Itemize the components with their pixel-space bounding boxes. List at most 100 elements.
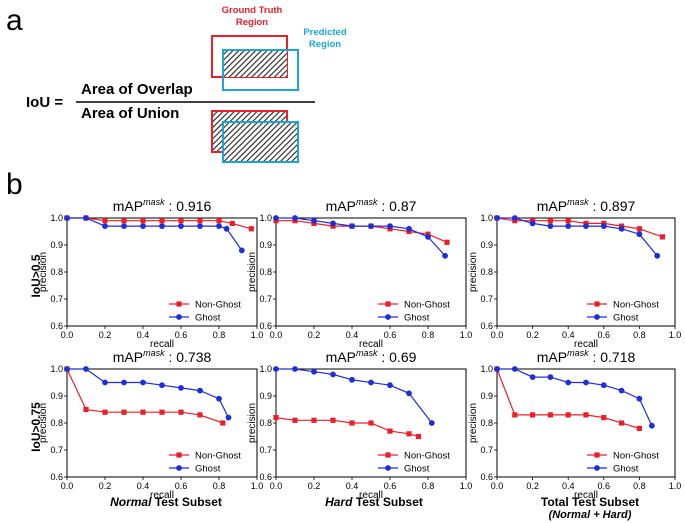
- data-point: [349, 420, 355, 426]
- x-tick-label: 0.2: [526, 481, 539, 491]
- data-point: [273, 366, 279, 372]
- chart-title-sup: mask: [356, 197, 378, 207]
- data-point: [583, 379, 589, 386]
- chart-title-value: : 0.69: [377, 349, 416, 365]
- legend-marker: [176, 314, 182, 320]
- data-point: [494, 215, 500, 221]
- data-point: [121, 223, 127, 230]
- chart-title: mAPmask : 0.897: [537, 197, 636, 214]
- panel-b-label: b: [6, 168, 23, 201]
- data-point: [140, 218, 146, 224]
- col-label-total-sub: (Normal + Hard): [549, 509, 632, 521]
- chart-title-value: : 0.738: [165, 349, 212, 365]
- legend-marker: [176, 452, 182, 458]
- legend-marker: [385, 465, 391, 471]
- series-non-ghost: [64, 215, 254, 232]
- x-axis-label: recall: [359, 490, 383, 501]
- x-tick-label: 0.2: [99, 481, 112, 491]
- data-point: [225, 414, 232, 421]
- x-tick-label: 0.0: [270, 330, 283, 340]
- series-non-ghost: [64, 366, 226, 426]
- data-point: [197, 412, 203, 418]
- data-point: [494, 366, 500, 372]
- data-point: [292, 366, 298, 372]
- y-tick-label: 0.9: [480, 391, 493, 401]
- x-axis-label: recall: [150, 490, 174, 501]
- data-point: [618, 387, 625, 394]
- pr-chart-3: mAPmask : 0.897 0.0 0.2 0.4 0.6 0.8 1.0 0.6 0.7 0…: [468, 197, 681, 350]
- data-point: [102, 218, 108, 224]
- data-point: [583, 412, 589, 418]
- x-tick-label: 0.8: [422, 481, 435, 491]
- data-point: [102, 379, 108, 386]
- y-tick-label: 0.7: [259, 445, 272, 455]
- data-point: [511, 215, 518, 221]
- data-point: [140, 409, 146, 415]
- iou-denominator: Area of Union: [81, 105, 179, 122]
- chart-title: mAPmask : 0.738: [113, 348, 212, 365]
- panel-a: a Ground Truth Region Predicted Region I…: [6, 4, 347, 163]
- x-tick-label: 1.0: [669, 330, 682, 340]
- x-tick-label: 1.0: [251, 481, 264, 491]
- y-axis-label: precision: [247, 252, 258, 292]
- col-label-normal-italic: Normal: [110, 495, 152, 509]
- x-tick-label: 1.0: [460, 481, 473, 491]
- y-tick-label: 1.0: [480, 213, 493, 223]
- data-point: [659, 234, 666, 240]
- series-ghost: [494, 366, 655, 429]
- data-point: [565, 218, 571, 224]
- data-point: [583, 223, 589, 230]
- data-point: [368, 223, 374, 230]
- col-label-hard: Hard Test Subset: [325, 495, 423, 509]
- y-tick-label: 0.8: [480, 267, 493, 277]
- chart-title-base: mAP: [537, 198, 567, 214]
- legend: Non-Ghost Ghost: [378, 300, 450, 324]
- y-tick-label: 0.9: [259, 391, 272, 401]
- y-tick-label: 0.9: [50, 240, 63, 250]
- y-tick-label: 0.9: [480, 240, 493, 250]
- legend: Non-Ghost Ghost: [378, 451, 450, 475]
- data-point: [636, 231, 643, 238]
- y-tick-label: 0.7: [259, 294, 272, 304]
- chart-title-sup: mask: [567, 348, 589, 358]
- legend-marker: [594, 314, 600, 320]
- x-tick-label: 0.8: [633, 330, 646, 340]
- x-tick-label: 0.6: [175, 330, 188, 340]
- legend-marker: [385, 314, 391, 320]
- y-tick-label: 1.0: [50, 364, 63, 374]
- data-point: [387, 223, 393, 230]
- y-tick-label: 0.7: [480, 294, 493, 304]
- series-line-ghost: [497, 368, 653, 426]
- data-point: [140, 379, 146, 386]
- data-point: [248, 226, 254, 232]
- series-ghost: [273, 366, 435, 426]
- x-tick-label: 0.8: [213, 330, 226, 340]
- x-tick-label: 0.0: [61, 330, 74, 340]
- legend-label: Ghost: [195, 464, 221, 475]
- pr-chart-5: mAPmask : 0.690.0 0.2 0.4 0.6 0.8 1.00.60.70.…: [247, 348, 472, 501]
- x-tick-label: 0.6: [384, 330, 397, 340]
- chart-title-base: mAP: [537, 349, 567, 365]
- x-tick-label: 1.0: [460, 330, 473, 340]
- legend-marker: [594, 452, 600, 458]
- x-tick-label: 0.4: [562, 330, 575, 340]
- legend-label: Non-Ghost: [195, 451, 241, 462]
- y-tick-label: 0.6: [50, 321, 63, 331]
- legend-marker: [176, 465, 182, 471]
- data-point: [220, 420, 226, 426]
- y-tick-label: 1.0: [259, 213, 272, 223]
- chart-title: mAPmask : 0.916: [113, 197, 212, 214]
- data-point: [159, 382, 165, 389]
- y-tick-label: 0.8: [480, 418, 493, 428]
- legend-marker: [385, 301, 391, 307]
- data-point: [406, 225, 412, 232]
- panel-a-label: a: [6, 4, 23, 37]
- chart-title-base: mAP: [113, 198, 143, 214]
- y-tick-label: 0.8: [259, 267, 272, 277]
- data-point: [368, 420, 374, 426]
- data-point: [159, 218, 165, 224]
- series-ghost: [494, 215, 661, 259]
- col-label-hard-rest: Test Subset: [352, 495, 422, 509]
- data-point: [273, 415, 279, 421]
